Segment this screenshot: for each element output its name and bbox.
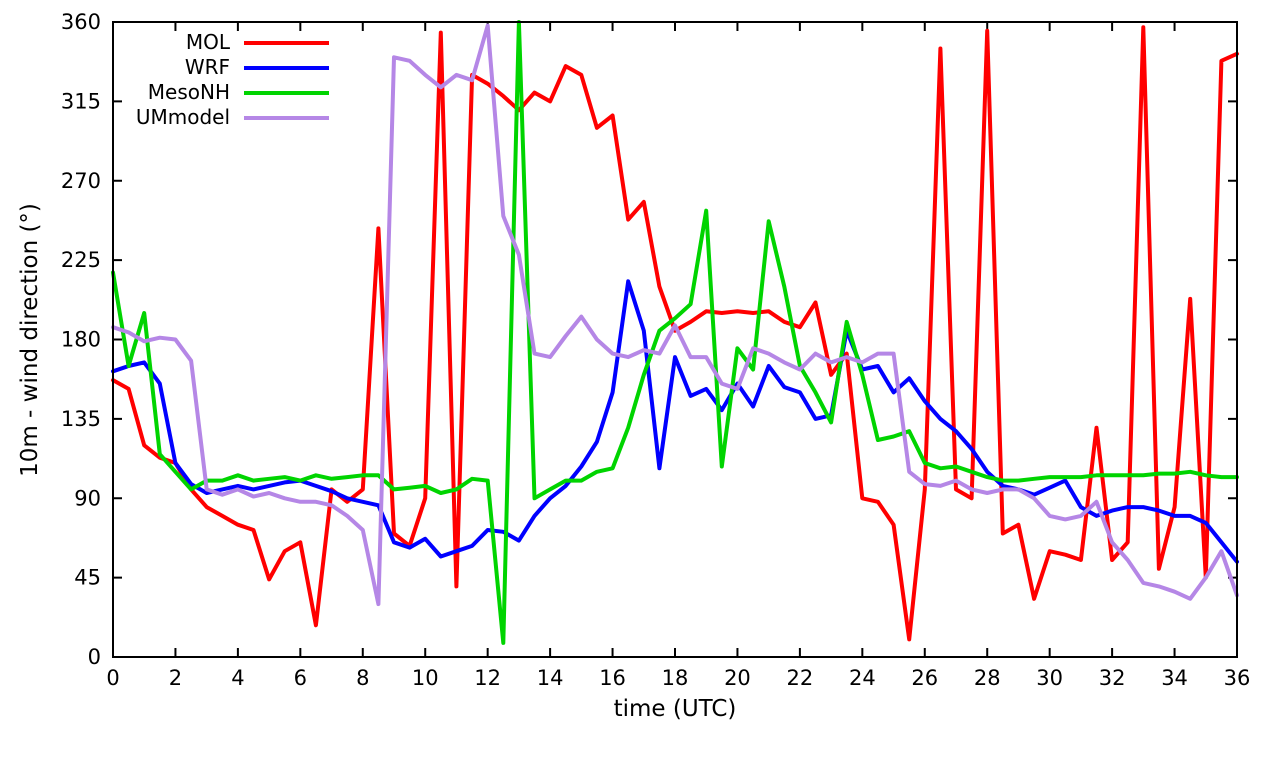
x-tick-label: 34 <box>1161 666 1188 690</box>
x-tick-label: 10 <box>412 666 439 690</box>
legend-label-wrf: WRF <box>184 55 230 79</box>
x-tick-label: 0 <box>106 666 119 690</box>
legend-label-mesonh: MesoNH <box>147 80 230 104</box>
legend-label-ummodel: UMmodel <box>135 105 230 129</box>
x-tick-label: 4 <box>231 666 244 690</box>
series-line-ummodel <box>111 23 1239 607</box>
x-tick-label: 26 <box>911 666 938 690</box>
y-tick-label: 135 <box>61 407 101 431</box>
legend-line-sample-ummodel <box>244 115 329 120</box>
legend-item-mesonh: MesoNH <box>130 80 329 105</box>
x-tick-label: 28 <box>974 666 1001 690</box>
x-tick-label: 32 <box>1099 666 1126 690</box>
y-tick-label: 0 <box>88 645 101 669</box>
y-tick-label: 315 <box>61 89 101 113</box>
y-tick-label: 45 <box>74 566 101 590</box>
y-tick-label: 90 <box>74 486 101 510</box>
x-tick-label: 6 <box>294 666 307 690</box>
x-tick-label: 12 <box>474 666 501 690</box>
series-line-mesonh <box>111 20 1239 645</box>
x-tick-label: 24 <box>849 666 876 690</box>
legend-line-sample-mesonh <box>244 90 329 95</box>
x-tick-label: 8 <box>356 666 369 690</box>
x-tick-label: 36 <box>1224 666 1251 690</box>
x-tick-label: 18 <box>662 666 689 690</box>
legend-item-ummodel: UMmodel <box>130 105 329 130</box>
x-tick-label: 16 <box>599 666 626 690</box>
legend-item-mol: MOL <box>130 30 329 55</box>
y-tick-label: 225 <box>61 248 101 272</box>
x-axis-label: time (UTC) <box>613 696 737 722</box>
x-tick-label: 22 <box>787 666 814 690</box>
tick-labels: 0 2 4 6 8 10 12 14 16 18 20 22 24 26 28 30 32 34 360459013… <box>61 10 1250 690</box>
legend-line-sample-wrf <box>244 65 329 70</box>
y-tick-label: 270 <box>61 169 101 193</box>
x-tick-label: 20 <box>724 666 751 690</box>
legend: MOL WRF MesoNH UMmodel <box>130 30 329 130</box>
y-tick-label: 360 <box>61 10 101 34</box>
x-tick-label: 14 <box>537 666 564 690</box>
x-tick-label: 2 <box>169 666 182 690</box>
legend-label-mol: MOL <box>185 30 230 54</box>
y-axis-label: 10m - wind direction (°) <box>17 203 43 477</box>
series-lines <box>111 20 1239 645</box>
legend-line-sample-mol <box>244 40 329 45</box>
plot-border <box>112 21 1238 658</box>
x-tick-label: 30 <box>1036 666 1063 690</box>
legend-item-wrf: WRF <box>130 55 329 80</box>
y-tick-label: 180 <box>61 328 101 352</box>
series-line-mol <box>111 25 1239 642</box>
